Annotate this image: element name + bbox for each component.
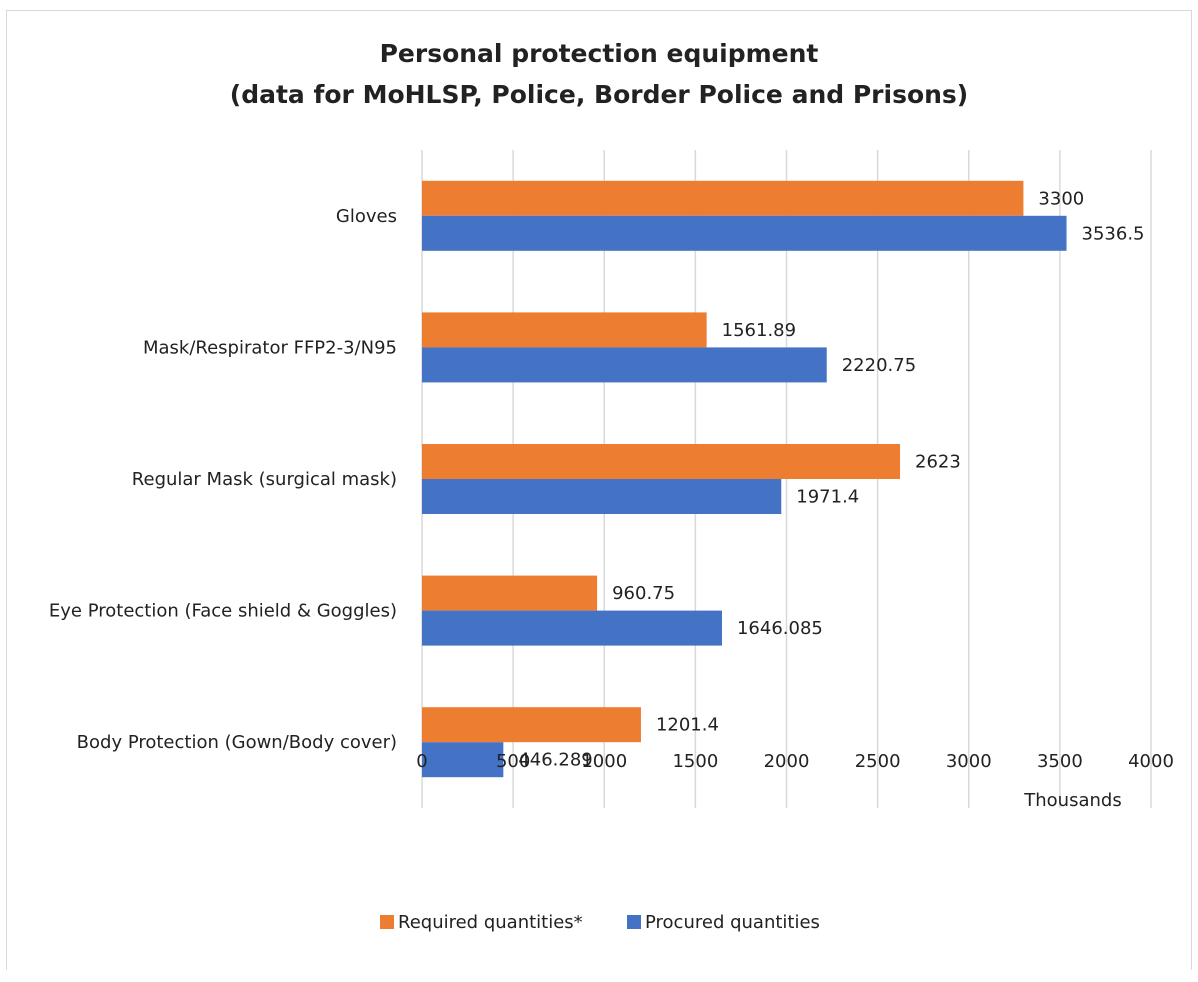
chart-subtitle: (data for MoHLSP, Police, Border Police … xyxy=(230,80,968,109)
data-label: 1561.89 xyxy=(722,320,796,341)
x-axis-ticks: 0 500 1000 1500 2000 2500 3000 3500 4000 xyxy=(416,751,1174,772)
x-tick-label: 3500 xyxy=(1037,751,1083,772)
x-tick-label: 4000 xyxy=(1128,751,1174,772)
data-label: 2220.75 xyxy=(842,355,916,376)
data-label: 446.289 xyxy=(518,750,592,771)
x-tick-label: 500 xyxy=(496,751,530,772)
data-label: 1646.085 xyxy=(737,618,823,639)
bar xyxy=(422,444,901,479)
bar xyxy=(422,707,641,743)
bar xyxy=(422,610,722,646)
data-label: 1971.4 xyxy=(796,487,859,508)
chart-title: Personal protection equipment xyxy=(380,39,819,68)
x-tick-label: 2500 xyxy=(855,751,901,772)
category-labels: Gloves Mask/Respirator FFP2-3/N95 Regular … xyxy=(49,206,397,753)
x-tick-label: 0 xyxy=(416,751,427,772)
x-axis-label: Thousands xyxy=(1023,790,1121,811)
bar xyxy=(422,180,1024,216)
x-tick-label: 3000 xyxy=(946,751,992,772)
data-label: 960.75 xyxy=(612,583,675,604)
x-tick-label: 1500 xyxy=(672,751,718,772)
bar xyxy=(422,215,1067,251)
category-label: Body Protection (Gown/Body cover) xyxy=(77,732,397,753)
legend-label: Procured quantities xyxy=(645,912,820,933)
bar xyxy=(422,312,707,348)
data-labels: 3300 3536.5 1561.89 2220.75 2623 1971.4 960.75… xyxy=(518,188,1144,770)
bars xyxy=(422,180,1067,778)
legend-label: Required quantities* xyxy=(398,912,583,933)
data-label: 2623 xyxy=(915,452,961,473)
data-label: 3536.5 xyxy=(1082,223,1145,244)
legend: Required quantities* Procured quantities xyxy=(380,912,820,933)
bar xyxy=(422,479,782,514)
category-label: Gloves xyxy=(336,206,397,227)
category-label: Mask/Respirator FFP2-3/N95 xyxy=(143,337,397,358)
x-tick-label: 1000 xyxy=(581,751,627,772)
chart-frame xyxy=(6,10,1192,970)
x-tick-label: 2000 xyxy=(764,751,810,772)
category-label: Eye Protection (Face shield & Goggles) xyxy=(49,601,397,622)
data-label: 1201.4 xyxy=(656,715,719,736)
bar xyxy=(422,575,598,611)
legend-swatch xyxy=(380,915,394,929)
bar xyxy=(422,347,827,383)
legend-swatch xyxy=(627,915,641,929)
category-label: Regular Mask (surgical mask) xyxy=(132,469,397,490)
bar xyxy=(422,742,504,778)
data-label: 3300 xyxy=(1038,188,1084,209)
